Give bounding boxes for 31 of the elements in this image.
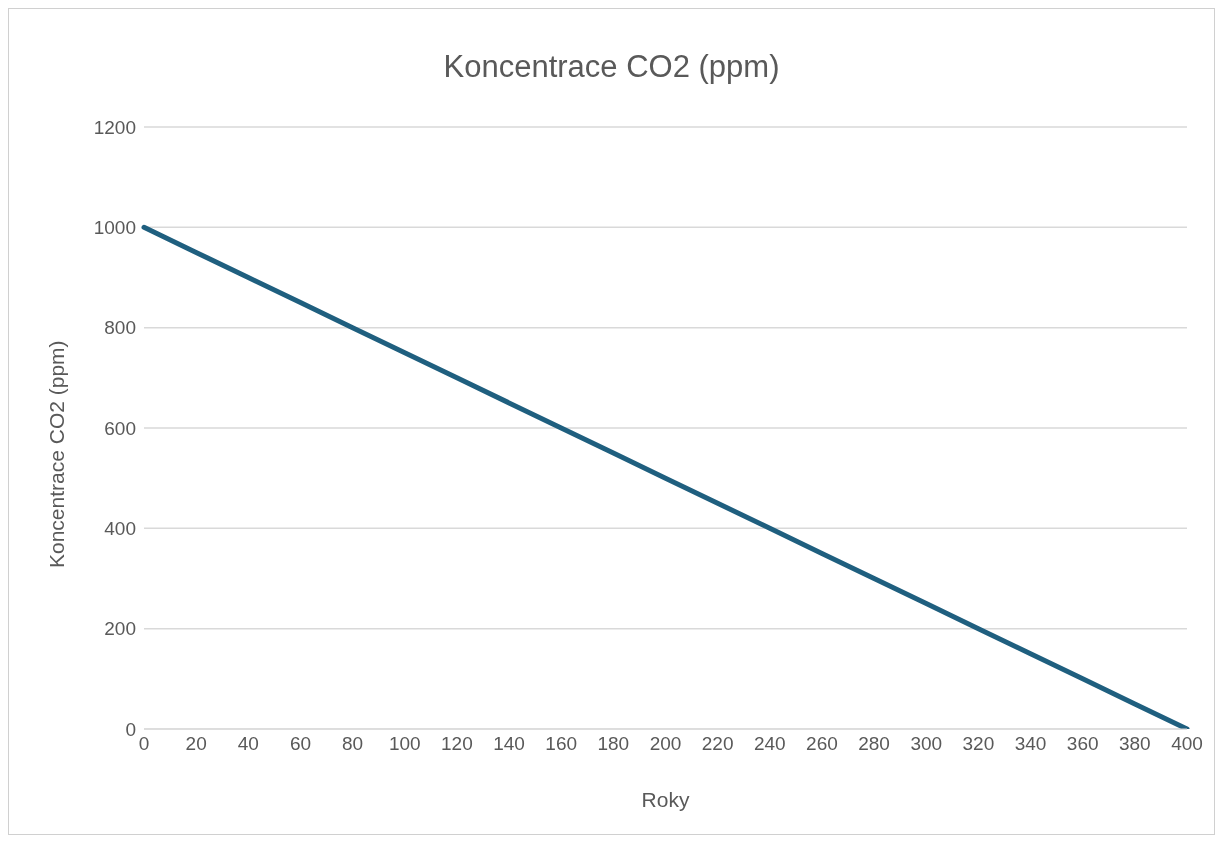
- x-tick-label: 280: [858, 733, 890, 755]
- x-tick-label: 320: [962, 733, 995, 755]
- chart-title: Koncentrace CO2 (ppm): [442, 49, 781, 85]
- x-axis-title: Roky: [641, 788, 690, 811]
- x-tick-label: 60: [289, 733, 312, 755]
- y-tick-label: 1000: [93, 217, 136, 239]
- x-tick-label: 400: [1171, 733, 1203, 755]
- x-tick-label: 340: [1014, 733, 1047, 755]
- y-tick-label: 400: [104, 518, 136, 540]
- x-tick-label: 80: [342, 733, 364, 755]
- x-tick-label: 20: [185, 733, 207, 755]
- x-tick-label: 100: [388, 733, 421, 755]
- x-tick-label: 40: [237, 733, 259, 755]
- x-tick-label: 140: [493, 733, 525, 755]
- x-tick-label: 120: [441, 733, 473, 755]
- y-tick-label: 600: [104, 417, 136, 439]
- x-tick-label: 260: [806, 733, 838, 755]
- x-tick-label: 180: [597, 733, 630, 755]
- y-tick-label: 1200: [93, 116, 136, 138]
- x-tick-label: 220: [701, 733, 734, 755]
- x-tick-label: 300: [910, 733, 943, 755]
- x-tick-label: 200: [649, 733, 682, 755]
- x-tick-label: 160: [545, 733, 578, 755]
- x-tick-label: 380: [1119, 733, 1151, 755]
- y-tick-label: 200: [104, 618, 136, 640]
- x-tick-label: 360: [1066, 733, 1099, 755]
- x-tick-label: 240: [753, 733, 786, 755]
- y-axis-title: Koncentrace CO2 (ppm): [45, 340, 69, 568]
- x-tick-label: 0: [138, 733, 150, 755]
- y-tick-label: 0: [125, 718, 136, 740]
- y-tick-label: 800: [104, 317, 136, 339]
